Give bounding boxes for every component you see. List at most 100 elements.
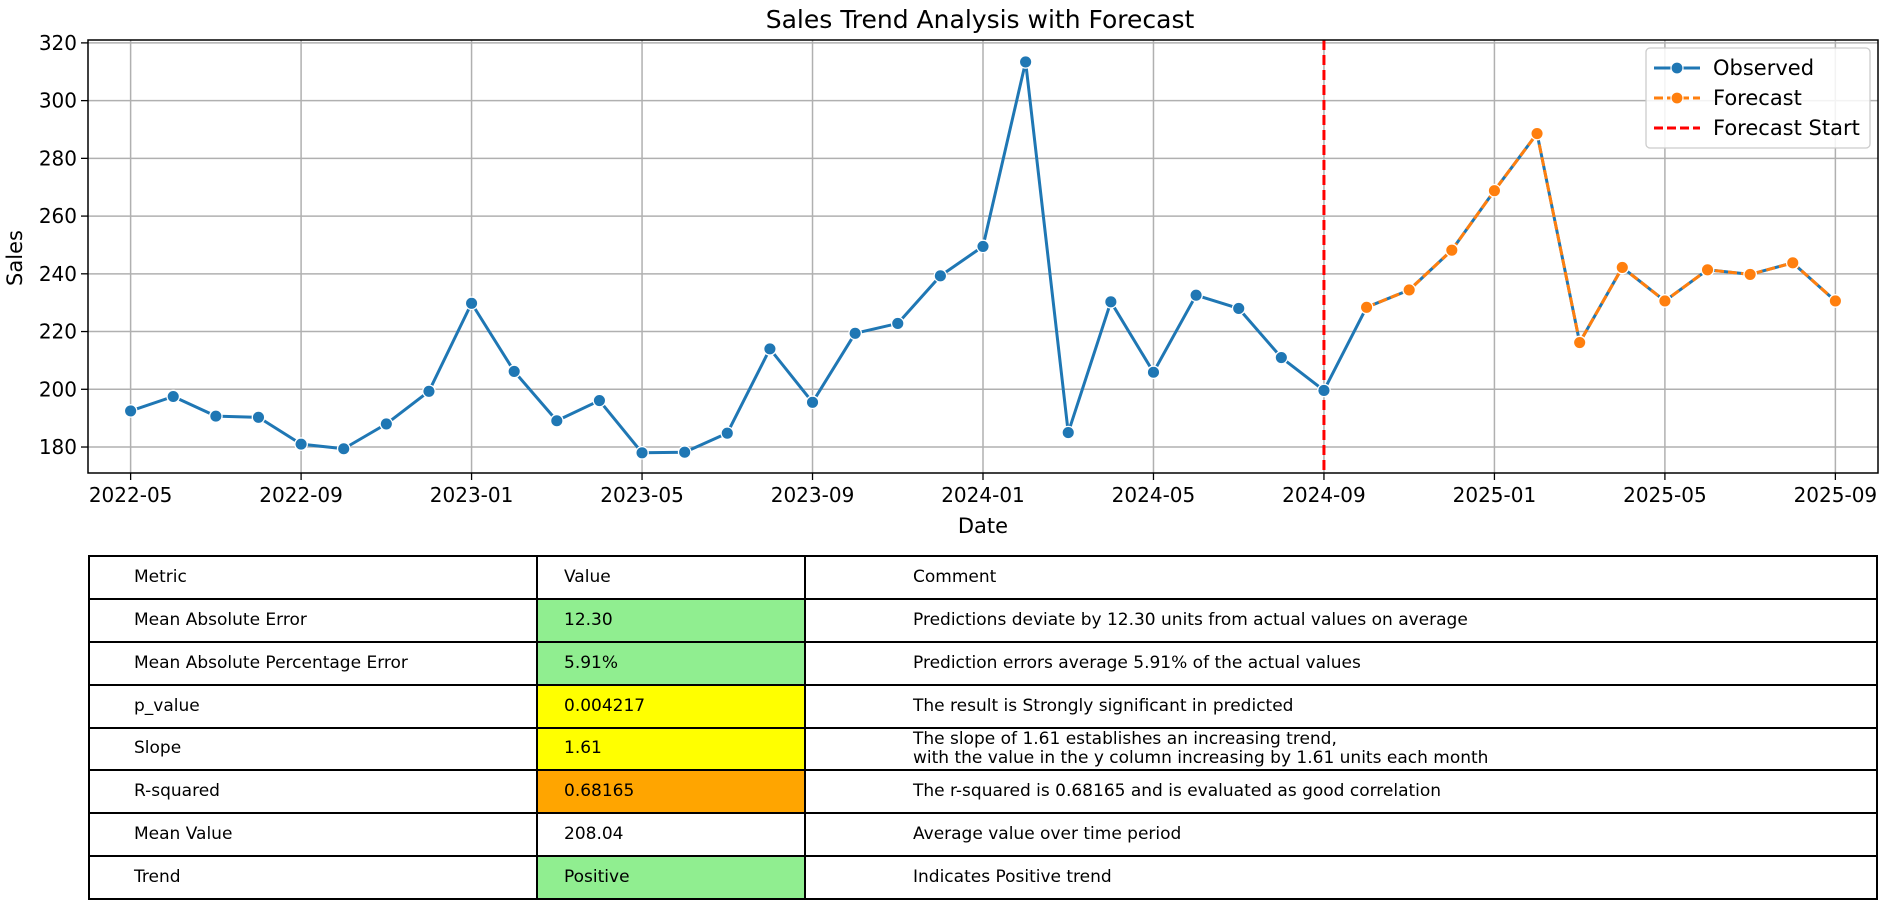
table-header-row: Metric Value Comment bbox=[88, 555, 1878, 600]
column-header: Comment bbox=[804, 555, 1878, 600]
x-axis-label: Date bbox=[958, 514, 1008, 538]
data-point-observed bbox=[1189, 288, 1203, 303]
data-point-observed bbox=[1104, 294, 1118, 309]
table-row: Slope 1.61 The slope of 1.61 establishes a… bbox=[88, 726, 1878, 772]
legend: Observed Forecast Forecast Start bbox=[1645, 47, 1871, 149]
value-cell: 1.61 bbox=[536, 726, 806, 772]
data-point-observed bbox=[379, 417, 394, 431]
series-line-forecast bbox=[1366, 132, 1837, 345]
legend-label-forecast: Forecast bbox=[1713, 86, 1802, 110]
data-point-observed bbox=[251, 410, 266, 425]
legend-marker-observed bbox=[1670, 61, 1684, 75]
data-point-forecast bbox=[1402, 283, 1417, 297]
table-row: Trend Positive Indicates Positive trend bbox=[88, 855, 1878, 900]
data-point-observed bbox=[933, 268, 948, 283]
value-cell: 5.91% bbox=[536, 640, 806, 686]
y-tick-label: 300 bbox=[39, 89, 77, 113]
data-point-observed bbox=[763, 342, 777, 356]
metric-cell: R-squared bbox=[88, 769, 538, 815]
data-point-observed bbox=[805, 395, 820, 410]
grid bbox=[88, 40, 1878, 473]
x-tick-label: 2022-09 bbox=[259, 483, 343, 507]
data-point-observed bbox=[549, 413, 564, 428]
table-row: R-squared 0.68165 The r-squared is 0.68165… bbox=[88, 769, 1878, 815]
comment-cell: Indicates Positive trend bbox=[804, 855, 1878, 900]
data-point-observed bbox=[1274, 350, 1289, 365]
x-tick-label: 2025-01 bbox=[1453, 483, 1537, 507]
data-point-observed bbox=[677, 445, 692, 460]
x-tick-label: 2025-05 bbox=[1623, 483, 1707, 507]
data-point-forecast bbox=[1487, 183, 1502, 198]
comment-cell: The slope of 1.61 establishes an increas… bbox=[804, 726, 1878, 772]
data-point-observed bbox=[422, 384, 436, 399]
metrics-table: Metric Value Comment Mean Absolute Error 12.… bbox=[88, 555, 1878, 900]
data-point-forecast bbox=[1828, 294, 1843, 308]
comment-cell: The result is Strongly significant in pr… bbox=[804, 683, 1878, 729]
value-cell: 0.68165 bbox=[536, 769, 806, 815]
metric-cell: Mean Absolute Percentage Error bbox=[88, 640, 538, 686]
data-point-observed bbox=[592, 393, 607, 408]
data-point-observed bbox=[848, 326, 862, 341]
data-point-forecast bbox=[1785, 256, 1800, 270]
data-point-observed bbox=[209, 409, 223, 423]
data-point-forecast bbox=[1530, 126, 1544, 141]
y-axis-ticks: 180 200 220 240 260 280 300 320 bbox=[39, 31, 88, 459]
y-tick-label: 280 bbox=[39, 146, 77, 170]
data-point-forecast bbox=[1743, 267, 1757, 282]
data-point-forecast bbox=[1700, 262, 1715, 277]
y-tick-label: 260 bbox=[39, 204, 77, 228]
table-row: Mean Absolute Error 12.30 Predictions devi… bbox=[88, 597, 1878, 643]
data-point-observed bbox=[294, 437, 308, 451]
y-axis-label: Sales bbox=[3, 230, 27, 286]
comment-cell: Predictions deviate by 12.30 units from … bbox=[804, 597, 1878, 643]
series-forecast bbox=[1359, 126, 1843, 350]
value-cell: Positive bbox=[536, 855, 806, 900]
legend-label-forecast-start: Forecast Start bbox=[1713, 116, 1860, 140]
data-point-observed bbox=[1231, 301, 1246, 316]
x-tick-label: 2025-09 bbox=[1794, 483, 1878, 507]
y-tick-label: 180 bbox=[39, 435, 77, 459]
sales-trend-chart: Sales Trend Analysis with Forecast 2022-… bbox=[3, 5, 1879, 538]
data-point-observed bbox=[123, 404, 138, 418]
column-header: Metric bbox=[88, 555, 538, 600]
data-point-forecast bbox=[1444, 243, 1459, 257]
table-row: Mean Absolute Percentage Error 5.91% Predi… bbox=[88, 640, 1878, 686]
value-cell: 0.004217 bbox=[536, 683, 806, 729]
y-tick-label: 240 bbox=[39, 262, 77, 286]
x-tick-label: 2023-09 bbox=[771, 483, 855, 507]
data-point-observed bbox=[507, 364, 522, 379]
value-cell: 12.30 bbox=[536, 597, 806, 643]
chart-title: Sales Trend Analysis with Forecast bbox=[766, 5, 1195, 34]
table-row: Mean Value 208.04 Average value over time … bbox=[88, 812, 1878, 858]
metric-cell: Mean Absolute Error bbox=[88, 597, 538, 643]
comment-cell: Prediction errors average 5.91% of the a… bbox=[804, 640, 1878, 686]
data-point-observed bbox=[464, 296, 479, 311]
y-tick-label: 200 bbox=[39, 377, 77, 401]
data-point-forecast bbox=[1658, 294, 1672, 308]
x-tick-label: 2024-09 bbox=[1282, 483, 1366, 507]
x-tick-label: 2023-01 bbox=[430, 483, 514, 507]
comment-cell: The r-squared is 0.68165 and is evaluate… bbox=[804, 769, 1878, 815]
legend-marker-forecast bbox=[1670, 91, 1684, 105]
metric-cell: Mean Value bbox=[88, 812, 538, 858]
column-header: Value bbox=[536, 555, 806, 600]
data-point-observed bbox=[1317, 383, 1331, 398]
data-point-observed bbox=[1061, 425, 1076, 440]
data-point-forecast bbox=[1359, 300, 1374, 315]
data-point-observed bbox=[890, 316, 905, 331]
metric-cell: Slope bbox=[88, 726, 538, 772]
data-point-observed bbox=[976, 239, 990, 254]
legend-label-observed: Observed bbox=[1713, 56, 1814, 80]
comment-cell: Average value over time period bbox=[804, 812, 1878, 858]
x-axis-ticks: 2022-05 2022-09 2023-01 2023-05 2023-09 2024-… bbox=[89, 473, 1877, 507]
data-point-observed bbox=[336, 441, 351, 456]
x-tick-label: 2024-01 bbox=[941, 483, 1025, 507]
x-tick-label: 2024-05 bbox=[1112, 483, 1196, 507]
table-row: p_value 0.004217 The result is Strongly si… bbox=[88, 683, 1878, 729]
data-point-forecast bbox=[1615, 260, 1630, 275]
y-tick-label: 320 bbox=[39, 31, 77, 55]
metric-cell: Trend bbox=[88, 855, 538, 900]
data-point-forecast bbox=[1572, 335, 1587, 350]
data-point-observed bbox=[166, 389, 181, 404]
metric-cell: p_value bbox=[88, 683, 538, 729]
